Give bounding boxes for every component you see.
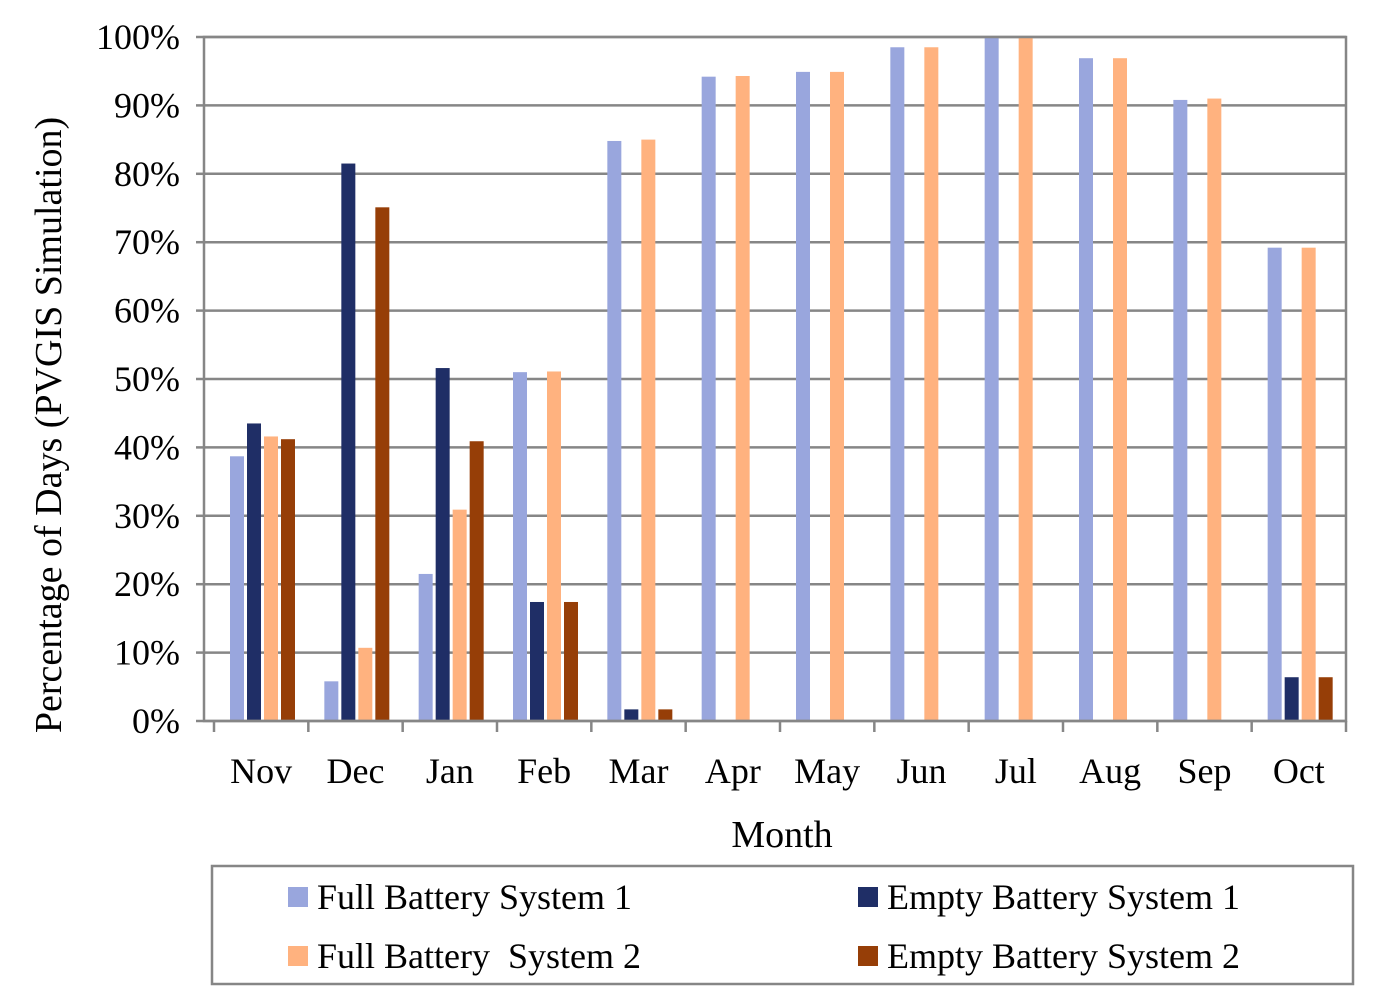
bar: [358, 647, 373, 721]
y-tick-label: 60%: [114, 291, 180, 331]
bar: [796, 71, 810, 721]
bar: [1318, 677, 1333, 721]
bar: [735, 75, 750, 722]
y-tick-label: 80%: [114, 154, 180, 194]
x-tick-label: Dec: [327, 751, 385, 791]
y-tick-label: 10%: [114, 633, 180, 673]
x-tick-label: Apr: [705, 751, 761, 791]
bar: [530, 601, 544, 721]
bar: [890, 47, 905, 721]
x-tick-labels: Nov Dec Jan Feb Mar Apr May Jun Jul Aug Sep Oct: [230, 751, 1325, 791]
legend-box: [210, 864, 1355, 986]
x-tick-label: Jun: [896, 751, 946, 791]
bar: [1113, 58, 1127, 722]
legend-swatch: [858, 887, 878, 907]
bar: [1173, 99, 1188, 722]
legend-label: Full Battery System 2: [317, 936, 641, 976]
legend-swatch: [858, 946, 878, 966]
bar: [452, 509, 467, 721]
bar: [324, 681, 339, 721]
bar: [435, 368, 450, 721]
x-tick-label: Feb: [517, 751, 571, 791]
y-tick-labels: 0% 10% 20% 30% 40% 50% 60% 70% 80% 90% 100%: [96, 17, 180, 741]
y-tick-label: 50%: [114, 359, 180, 399]
y-tick-label: 40%: [114, 427, 180, 467]
bar: [624, 709, 639, 721]
bar: [230, 456, 244, 721]
bar: [264, 436, 278, 721]
bar: [641, 139, 656, 722]
legend-label: Empty Battery System 1: [887, 877, 1240, 917]
bar: [701, 76, 716, 721]
bar: [469, 441, 484, 721]
x-tick-label: Nov: [230, 751, 292, 791]
bar: [924, 47, 939, 721]
bar: [418, 573, 433, 721]
x-tick-label: Mar: [609, 751, 669, 791]
bar: [1301, 247, 1316, 721]
x-tick-label: Jan: [426, 751, 474, 791]
bar: [1267, 247, 1282, 721]
legend-swatch: [288, 946, 308, 966]
bars: [230, 37, 1333, 722]
bar: [247, 423, 261, 721]
bar: [1207, 98, 1222, 721]
y-axis-title: Percentage of Days (PVGIS Simulation): [28, 117, 70, 733]
legend-label: Empty Battery System 2: [887, 936, 1240, 976]
x-tick-label: Sep: [1178, 751, 1232, 791]
bar: [658, 709, 673, 721]
bar: [281, 439, 295, 721]
y-tick-label: 0%: [132, 701, 180, 741]
x-tick-label: Aug: [1079, 751, 1141, 791]
bar: [1079, 58, 1093, 722]
bar: [547, 371, 561, 721]
bar: [607, 140, 622, 721]
y-tick-label: 100%: [96, 17, 180, 57]
bar: [830, 71, 844, 721]
axes: [196, 35, 1348, 732]
bar: [984, 37, 999, 721]
x-tick-label: Oct: [1273, 751, 1325, 791]
x-tick-label: May: [794, 751, 860, 791]
legend-label: Full Battery System 1: [317, 877, 632, 917]
x-axis-title: Month: [731, 814, 832, 856]
y-tick-label: 30%: [114, 496, 180, 536]
bar: [1018, 37, 1033, 721]
bar: [513, 372, 527, 721]
x-tick-label: Jul: [995, 751, 1037, 791]
bar: [1284, 677, 1299, 721]
bar: [564, 601, 578, 721]
legend: Full Battery System 1 Empty Battery Syste…: [210, 864, 1355, 986]
y-tick-label: 90%: [114, 85, 180, 125]
bar: [341, 163, 356, 722]
y-tick-label: 70%: [114, 222, 180, 262]
y-tick-label: 20%: [114, 564, 180, 604]
bar: [375, 207, 390, 722]
legend-swatch: [288, 887, 308, 907]
